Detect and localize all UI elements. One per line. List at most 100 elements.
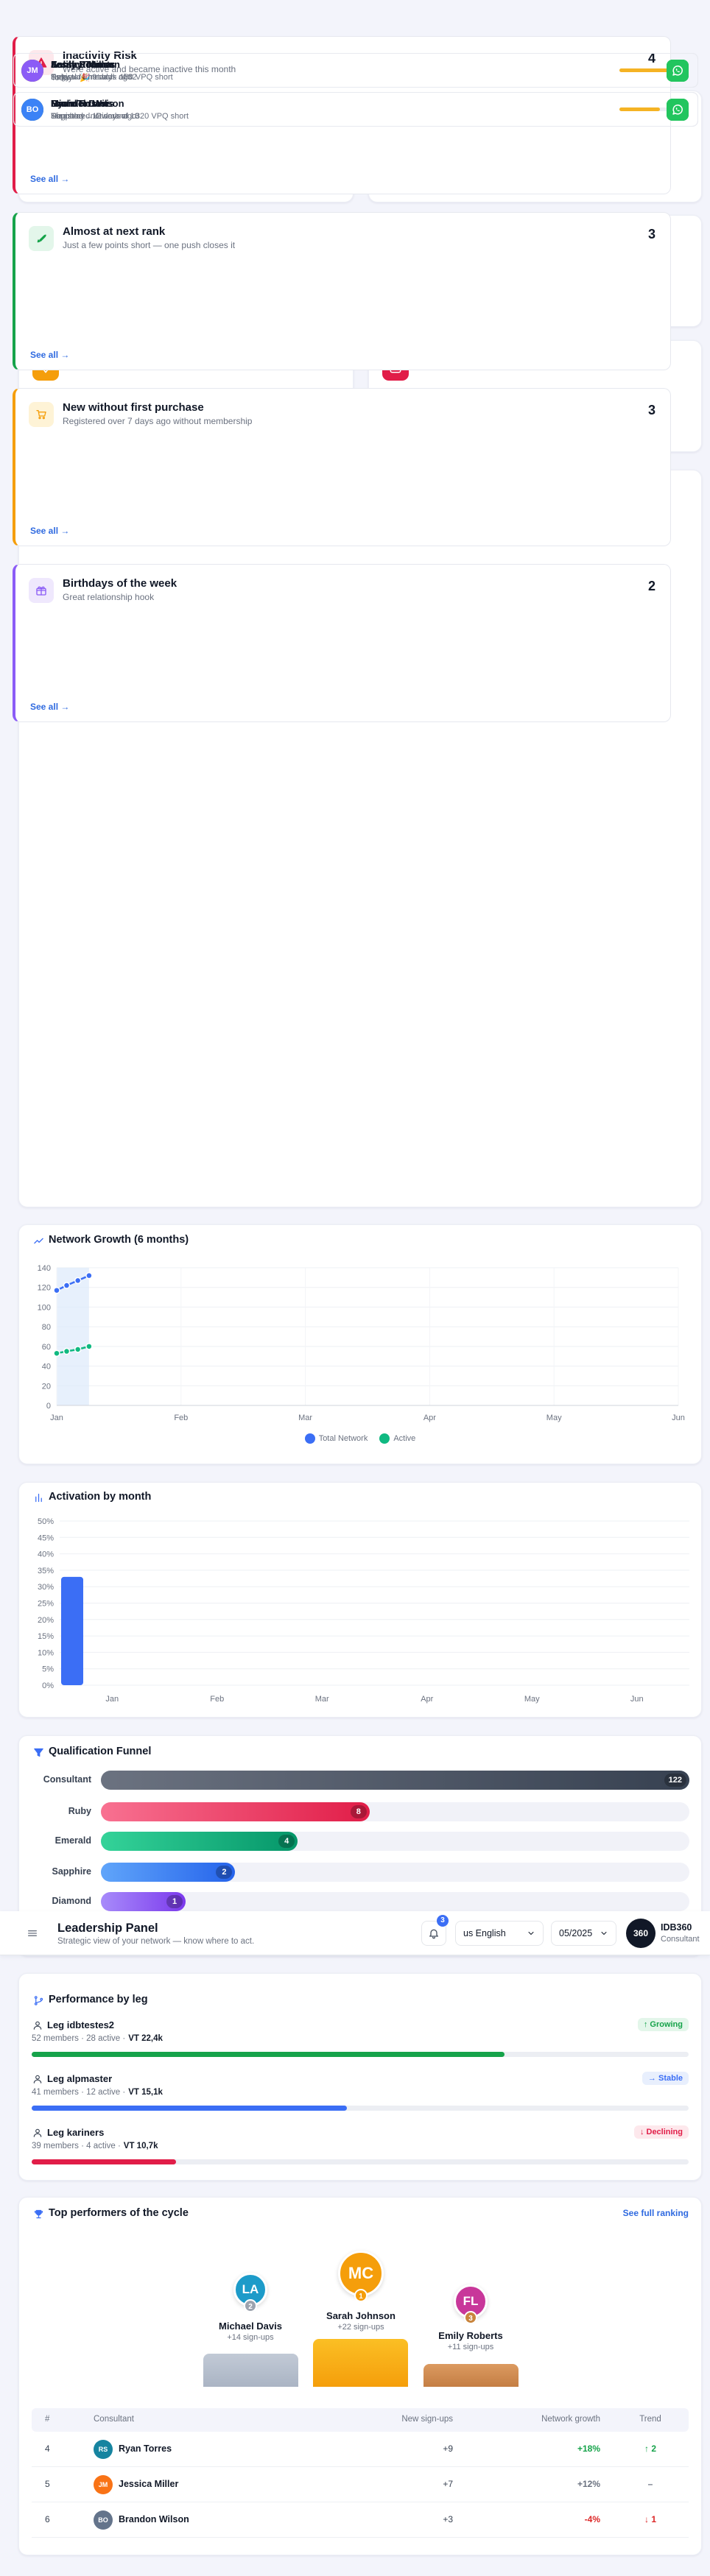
y-tick-label: 5% [42, 1665, 54, 1674]
column-header: Trend [639, 2415, 661, 2424]
group-title: New without first purchase [63, 401, 204, 414]
group-title: Inactivity Risk [63, 49, 137, 62]
icon-shape [672, 66, 683, 76]
see-full-ranking-link[interactable]: See full ranking [622, 2208, 689, 2218]
person-detail: Diamond · network of 18 [51, 112, 139, 121]
leg-track [32, 2159, 689, 2164]
person-detail: Today · 🎉 [51, 74, 90, 82]
growth-cell: -4% [584, 2514, 600, 2524]
person-name: Sarah Johnson [51, 59, 120, 70]
series-line [56, 1274, 90, 1291]
x-tick-label: Jan [105, 1695, 119, 1704]
status-badge: ↑ Growing [637, 2018, 689, 2031]
panel-icon [32, 1235, 44, 1246]
column-header: # [45, 2415, 50, 2424]
x-tick-label: Apr [423, 1414, 436, 1422]
data-point [53, 1286, 60, 1294]
x-tick-label: Jan [50, 1414, 63, 1422]
leg-icon [32, 2073, 43, 2085]
icon-shape [675, 107, 680, 112]
signups-cell: +9 [443, 2443, 453, 2454]
person-detail: Ruby → Emerald · 180 VPQ short [51, 73, 173, 82]
rank-cell: 5 [45, 2479, 50, 2489]
leg-volume: VT 10,7k [123, 2142, 158, 2150]
group-count: 3 [647, 403, 655, 417]
funnel-label: Diamond [52, 1896, 91, 1906]
icon-shape [672, 66, 683, 76]
see-all-link[interactable]: See all → [30, 350, 70, 360]
rank-cell: 6 [45, 2514, 50, 2524]
panel-icon [32, 1746, 44, 1758]
podium-name: Emily Roberts [438, 2330, 503, 2341]
icon-shape [34, 2210, 43, 2218]
avatar: BO [21, 99, 43, 121]
legs-panel: Performance by leg Leg idbtestes2 52 membe… [18, 1973, 702, 2181]
icon-shape [35, 2128, 40, 2134]
notifications-button[interactable] [421, 1921, 446, 1946]
icon-shape [33, 2021, 42, 2030]
avatar: MC [338, 2251, 384, 2296]
y-tick-label: 100 [38, 1303, 51, 1312]
rank-badge: 2 [244, 2299, 257, 2312]
chevron [600, 1929, 608, 1938]
trend-cell: – [647, 2479, 653, 2489]
funnel-value: 1 [166, 1895, 183, 1908]
icon-shape [38, 417, 41, 420]
whatsapp-button[interactable] [667, 60, 689, 82]
person-name: Brandon Wilson [51, 98, 124, 109]
panel-title: Qualification Funnel [49, 1746, 152, 1757]
y-tick-label: 15% [38, 1632, 54, 1641]
attention-card: New without first purchase Registered ove… [13, 388, 671, 546]
person-detail: Registered 9 days ago [51, 73, 133, 82]
icon-shape [42, 417, 45, 420]
column-header: Network growth [541, 2415, 600, 2424]
icon-shape [33, 2128, 42, 2137]
see-all-link[interactable]: See all → [30, 702, 70, 712]
menu-button[interactable] [25, 1926, 40, 1941]
icon-shape [36, 586, 46, 596]
funnel-bar: 8 [101, 1802, 370, 1821]
period-select-value: 05/2025 [559, 1928, 593, 1938]
funnel-bar: 122 [101, 1771, 689, 1790]
leg-icon [32, 2019, 43, 2031]
x-tick-label: Feb [174, 1414, 188, 1422]
data-point [74, 1346, 82, 1353]
top-performers-panel: Top performers of the cycle See full rank… [18, 2197, 702, 2555]
leg-bar [32, 2052, 505, 2057]
podium-name: Michael Davis [219, 2321, 282, 2332]
legend-item: Active [379, 1433, 415, 1444]
legend-marker [379, 1433, 390, 1444]
progress-fill [619, 68, 674, 72]
leg-bar [32, 2159, 177, 2164]
person-name: Ryan Torres [51, 98, 106, 109]
y-tick-label: 45% [38, 1534, 54, 1542]
language-select[interactable]: us English [455, 1921, 544, 1946]
see-all-link[interactable]: See all → [30, 526, 70, 536]
leg-stats: 39 members · 4 active · [32, 2142, 121, 2150]
icon-shape [33, 1748, 43, 1757]
y-tick-label: 140 [38, 1264, 51, 1273]
panel-title: Network Growth (6 months) [49, 1234, 189, 1246]
see-all-link[interactable]: See all → [30, 174, 70, 184]
leg-name: Leg kariners [47, 2127, 105, 2138]
y-tick-label: 20% [38, 1616, 54, 1625]
y-tick-label: 50% [38, 1517, 54, 1526]
icon-shape [37, 234, 46, 243]
panel-title: Activation by month [49, 1491, 152, 1503]
panel-icon [32, 1994, 44, 2006]
whatsapp-button[interactable] [667, 99, 689, 121]
table-row: 4 RS Ryan Torres +9 +18% ↑ 2 [32, 2432, 689, 2467]
leg-stats: 52 members · 28 active · [32, 2034, 126, 2043]
group-icon [29, 226, 54, 251]
icon-shape [33, 2133, 42, 2137]
period-select[interactable]: 05/2025 [551, 1921, 616, 1946]
y-tick-label: 10% [38, 1648, 54, 1657]
chart-panel: Activation by month 0% 5% 10% 15% 20% 25% 30% 35… [18, 1482, 702, 1718]
progress-fill [619, 107, 661, 111]
legend-label: Active [393, 1434, 416, 1443]
y-tick-label: 35% [38, 1567, 54, 1575]
avatar: RS [94, 2440, 113, 2459]
group-count: 4 [647, 51, 655, 66]
icon-shape [528, 1932, 534, 1935]
